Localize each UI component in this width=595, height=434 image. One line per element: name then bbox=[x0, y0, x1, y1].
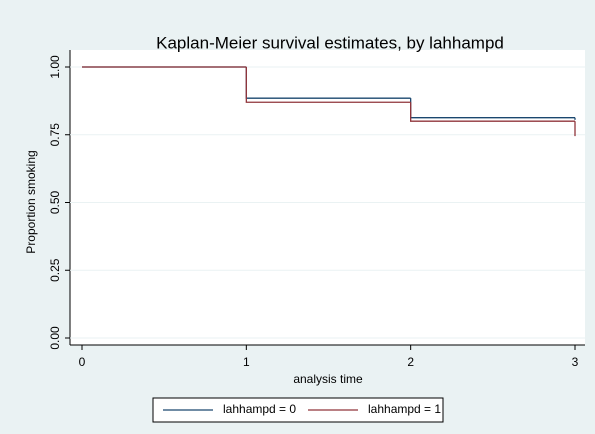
x-tick-label: 0 bbox=[79, 355, 86, 369]
legend-label: lahhampd = 0 bbox=[223, 402, 296, 416]
chart-title: Kaplan-Meier survival estimates, by lahh… bbox=[156, 33, 504, 52]
plot-area bbox=[70, 50, 585, 345]
y-tick-label: 0.75 bbox=[48, 123, 62, 147]
survival-step bbox=[245, 67, 411, 103]
y-tick-label: 0.00 bbox=[48, 326, 62, 350]
x-tick-label: 2 bbox=[407, 355, 414, 369]
y-axis-label: Proportion smoking bbox=[24, 150, 38, 253]
x-tick-label: 3 bbox=[572, 355, 579, 369]
x-tick-label: 1 bbox=[243, 355, 250, 369]
survival-step bbox=[410, 102, 575, 122]
x-axis-label: analysis time bbox=[293, 372, 363, 386]
y-tick-label: 1.00 bbox=[48, 55, 62, 79]
legend-label: lahhampd = 1 bbox=[368, 402, 441, 416]
y-tick-label: 0.50 bbox=[48, 190, 62, 214]
y-tick-label: 0.25 bbox=[48, 258, 62, 282]
